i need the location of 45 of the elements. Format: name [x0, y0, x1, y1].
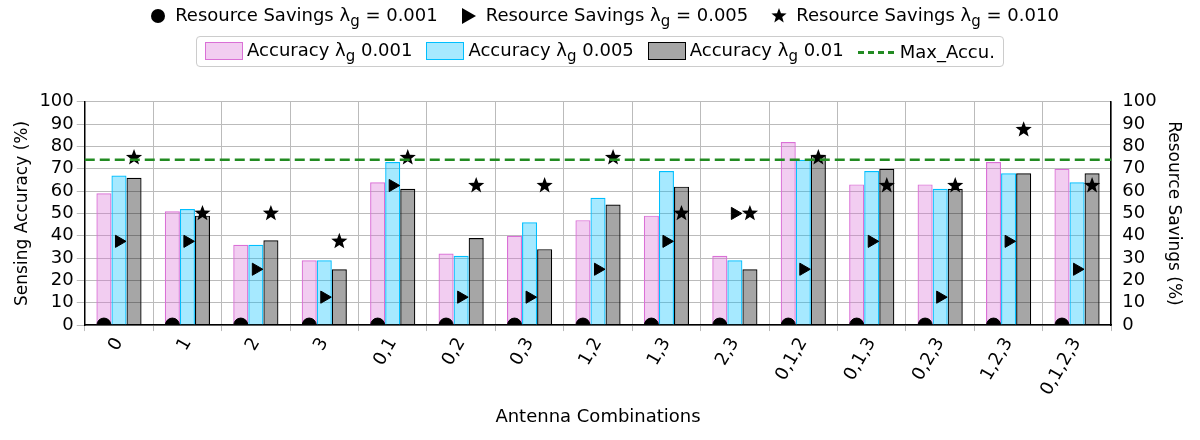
x-tick-label: 2,3 — [709, 333, 743, 369]
y-tick-label: 80 — [50, 134, 74, 156]
y2-tick-label: 50 — [1122, 201, 1146, 223]
x-tick-label: 3 — [307, 333, 332, 354]
y-tick-label: 60 — [50, 178, 74, 200]
y2-axis-title: Resource Savings (%) — [1165, 121, 1186, 306]
y-tick-label: 10 — [50, 290, 74, 312]
x-tick-label: 1,2 — [573, 333, 606, 369]
y2-tick-label: 80 — [1122, 134, 1146, 156]
y2-tick-label: 0 — [1122, 312, 1134, 334]
legend-label: Accuracy λ$_{g}$ 0.005 — [468, 38, 634, 65]
y-tick-label: 50 — [50, 201, 74, 223]
x-tick-label: 2 — [239, 333, 264, 354]
y-axis-title: Sensing Accuracy (%) — [10, 120, 31, 306]
x-tick-label: 0,1 — [367, 333, 401, 369]
bar — [727, 260, 743, 325]
x-axis-title: Antenna Combinations — [495, 404, 701, 426]
y-tick-label: 90 — [50, 111, 74, 133]
y2-tick-label: 90 — [1122, 111, 1146, 133]
legend-label: Resource Savings λ$_{g}$ = 0.010 — [796, 4, 1059, 30]
y-tick-label: 70 — [50, 156, 74, 178]
bar — [1070, 183, 1084, 325]
y2-tick-label: 20 — [1122, 268, 1146, 290]
y-tick-label: 100 — [39, 89, 74, 111]
y-tick-label: 0 — [62, 312, 74, 334]
x-tick-label: 0,2 — [436, 333, 469, 369]
x-tick-label: 1 — [171, 333, 195, 354]
x-tick-label: 1,3 — [641, 333, 674, 369]
legend-label: Resource Savings λ$_{g}$ = 0.001 — [175, 4, 438, 30]
legend-label: Accuracy λ$_{g}$ 0.01 — [689, 38, 844, 65]
y-tick-label: 40 — [50, 223, 74, 245]
legend-label: Max_Accu. — [899, 40, 995, 62]
y2-tick-label: 100 — [1122, 89, 1157, 111]
y2-tick-label: 30 — [1122, 245, 1146, 267]
legend-label: Accuracy λ$_{g}$ 0.001 — [247, 38, 413, 65]
x-tick-label: 0 — [102, 333, 127, 354]
legend-label: Resource Savings λ$_{g}$ = 0.005 — [485, 4, 749, 30]
y-tick-label: 30 — [50, 245, 74, 267]
y2-tick-label: 10 — [1122, 290, 1146, 312]
y-tick-label: 20 — [50, 268, 74, 290]
y2-tick-label: 40 — [1122, 223, 1146, 245]
y2-tick-label: 70 — [1122, 156, 1146, 178]
y2-tick-label: 60 — [1122, 178, 1146, 200]
bar — [111, 175, 127, 325]
x-tick-label: 0,3 — [504, 333, 538, 369]
